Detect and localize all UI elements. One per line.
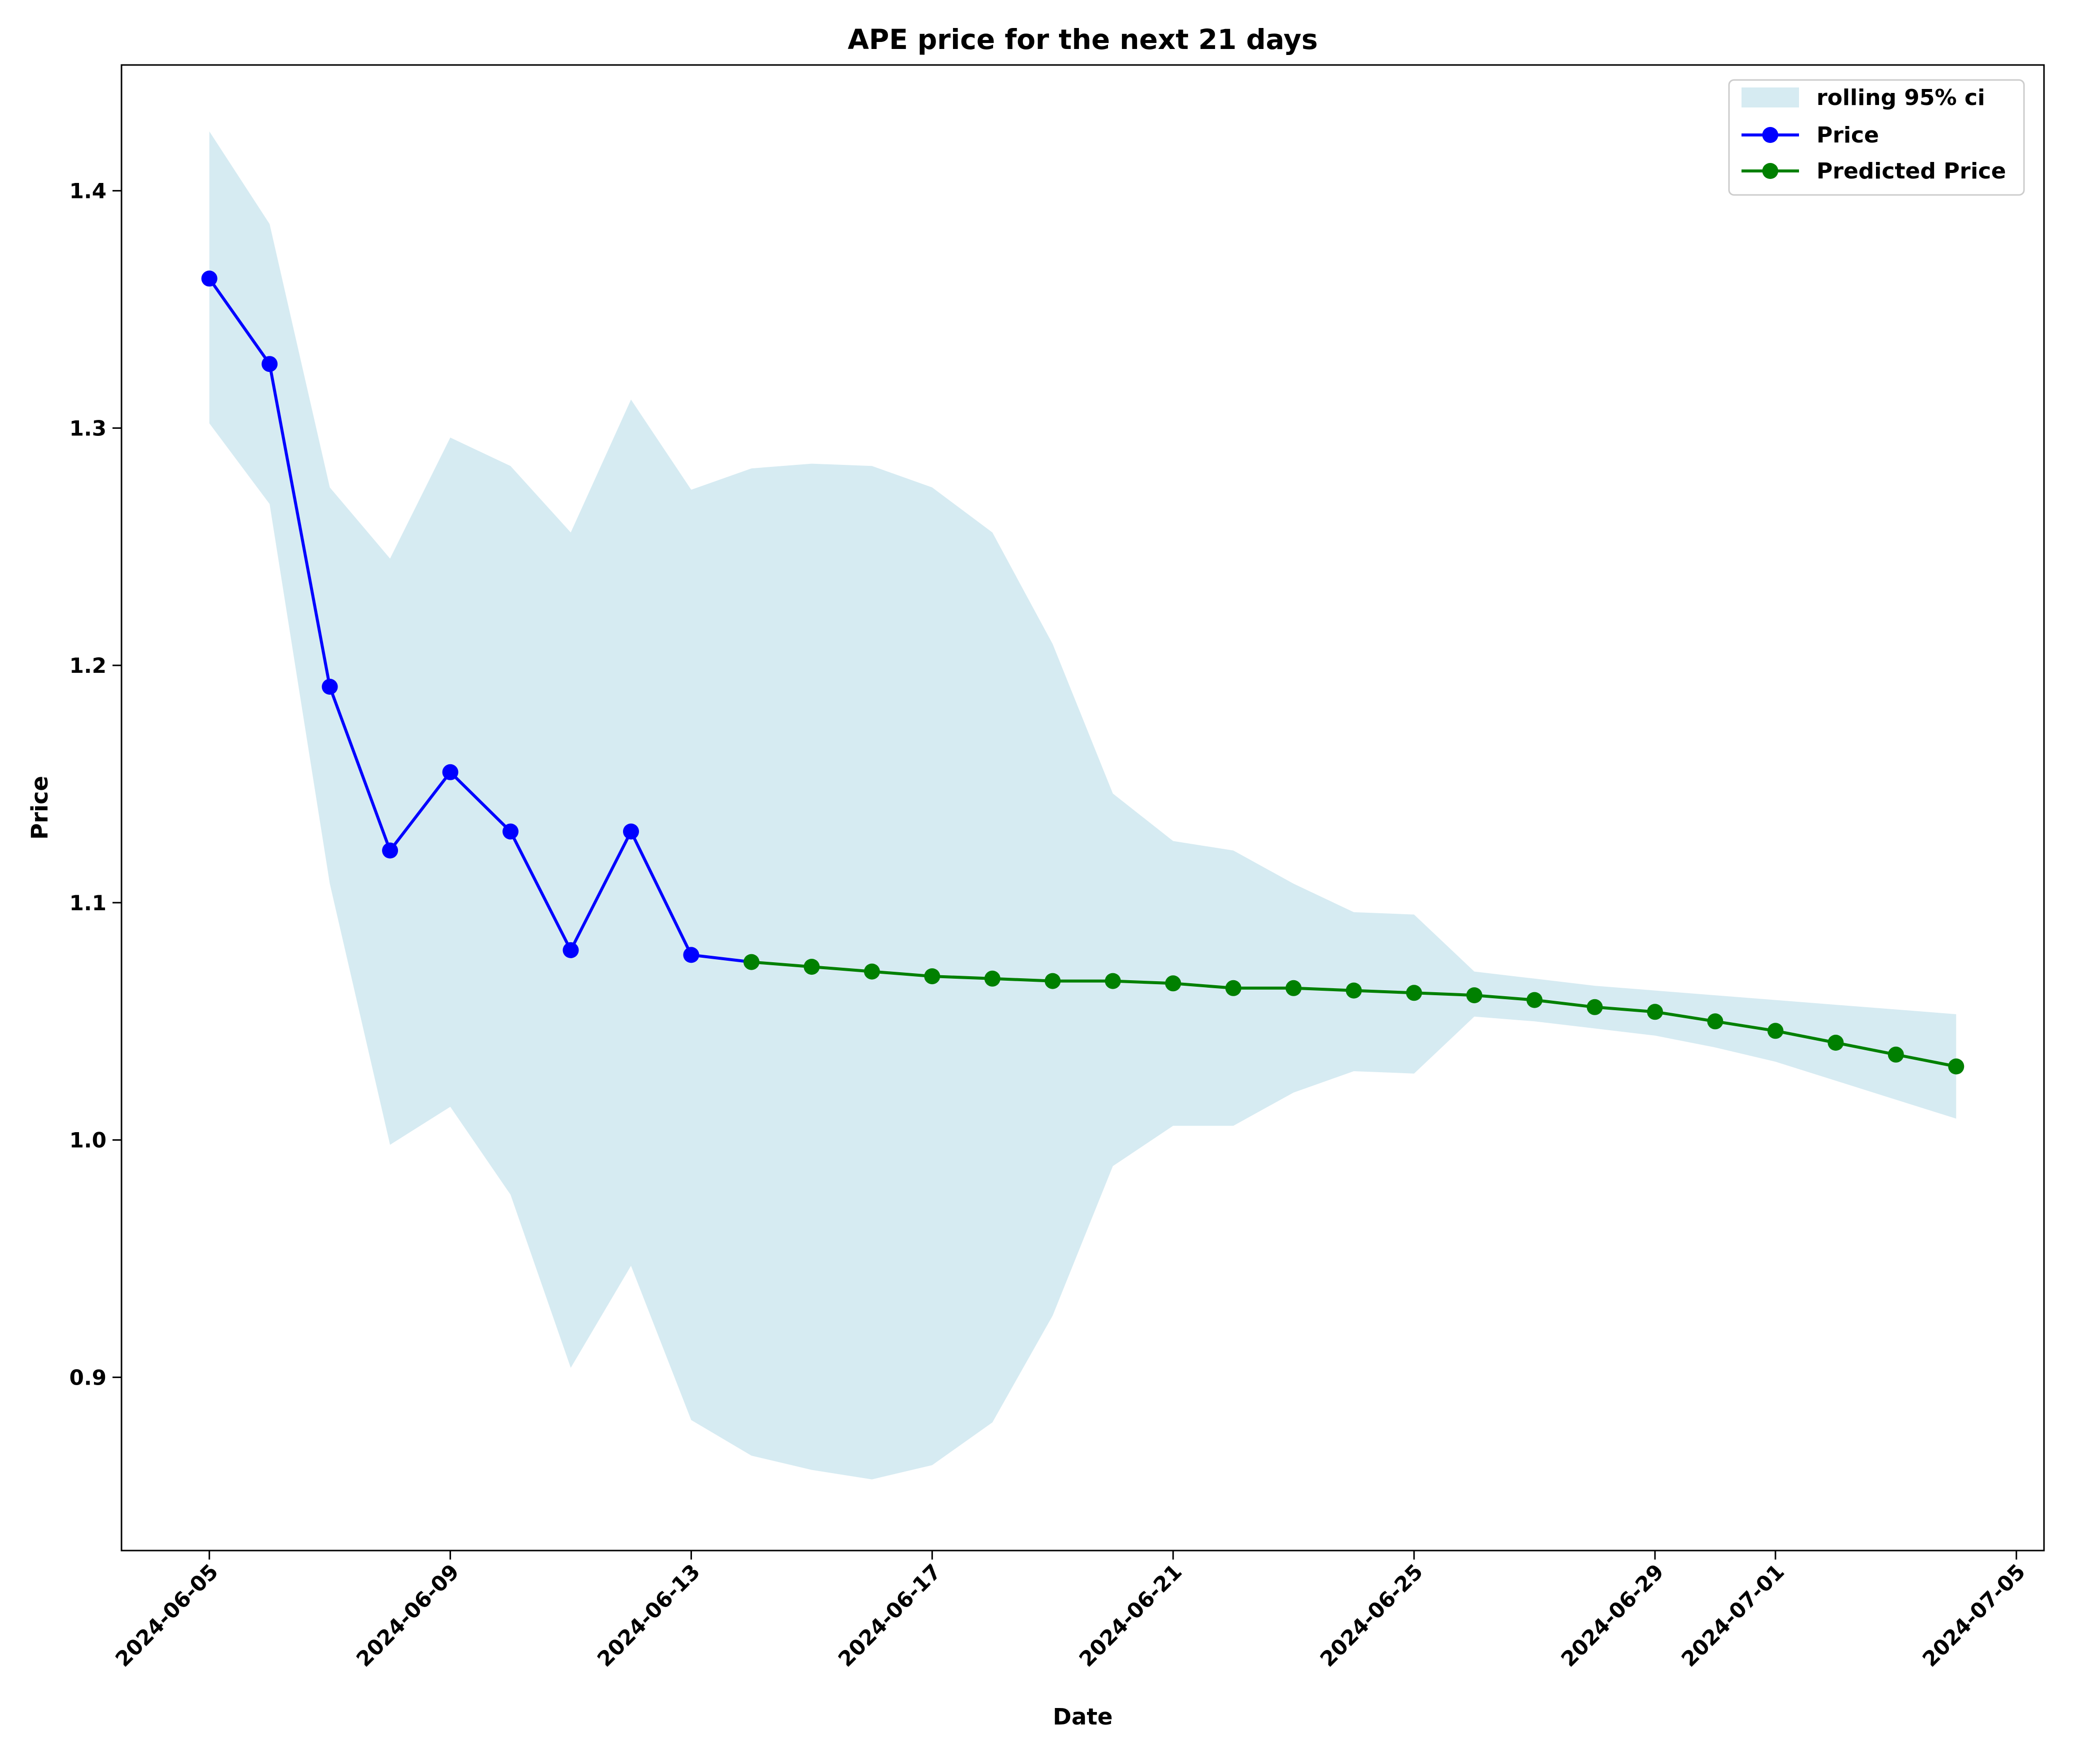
legend: rolling 95% ci Price Predicted Price <box>1728 79 2025 196</box>
y-tick-label: 1.0 <box>70 1128 106 1153</box>
price-point <box>322 678 338 695</box>
series-predicted-price <box>743 954 1964 1075</box>
y-tick-label: 1.2 <box>70 653 106 678</box>
price-point <box>382 842 398 859</box>
y-tick-label: 0.9 <box>70 1365 106 1390</box>
predicted-price-point <box>1466 987 1482 1004</box>
legend-entry-label: Price <box>1816 122 1879 148</box>
legend-entry-label: rolling 95% ci <box>1816 85 1985 110</box>
predicted-price-point <box>1346 982 1362 999</box>
predicted-price-point <box>743 954 760 970</box>
predicted-price-point <box>1044 973 1061 989</box>
confidence-band <box>209 131 1956 1480</box>
predicted-price-point <box>924 968 940 985</box>
predicted-price-point <box>1647 1004 1663 1020</box>
predicted-price-point <box>1948 1058 1964 1075</box>
axes-frame <box>120 64 2045 1552</box>
y-tick-label: 1.4 <box>70 179 106 203</box>
predicted-price-point <box>1165 975 1182 992</box>
price-point <box>623 823 639 840</box>
price-point <box>442 764 458 780</box>
predicted-price-point <box>1888 1046 1904 1063</box>
predicted-price-point <box>1828 1035 1844 1051</box>
predicted-price-point <box>1286 980 1302 996</box>
predicted-price-point <box>864 963 880 980</box>
predicted-price-point <box>1767 1023 1784 1039</box>
price-line <box>208 277 752 964</box>
legend-swatch-marker <box>1762 127 1778 143</box>
y-tick-label: 1.3 <box>70 416 106 440</box>
legend-box <box>1728 79 2025 196</box>
predicted-price-point <box>1406 985 1422 1001</box>
price-point <box>683 947 700 963</box>
predicted-price-point <box>1707 1013 1724 1030</box>
legend-entry-label: Predicted Price <box>1816 158 2006 184</box>
predicted-price-point <box>984 970 1000 987</box>
legend-swatch-marker <box>1762 163 1778 179</box>
predicted-price-point <box>1586 999 1603 1015</box>
price-point <box>201 270 218 287</box>
y-tick-label: 1.1 <box>70 891 106 915</box>
y-axis: 0.9 1.0 1.1 1.2 1.3 1.4 <box>70 179 122 1390</box>
predicted-price-point <box>1104 973 1121 989</box>
predicted-price-point <box>1526 992 1542 1008</box>
y-axis-label: Price <box>26 776 53 840</box>
price-point <box>262 356 278 372</box>
series-price <box>201 270 752 964</box>
predicted-price-point <box>1225 980 1242 996</box>
price-point <box>562 942 579 958</box>
x-axis-label: Date <box>1053 1704 1113 1730</box>
price-point <box>502 823 518 840</box>
legend-swatch-band <box>1742 87 1799 107</box>
chart-title: APE price for the next 21 days <box>848 23 1318 55</box>
predicted-price-point <box>804 959 820 975</box>
